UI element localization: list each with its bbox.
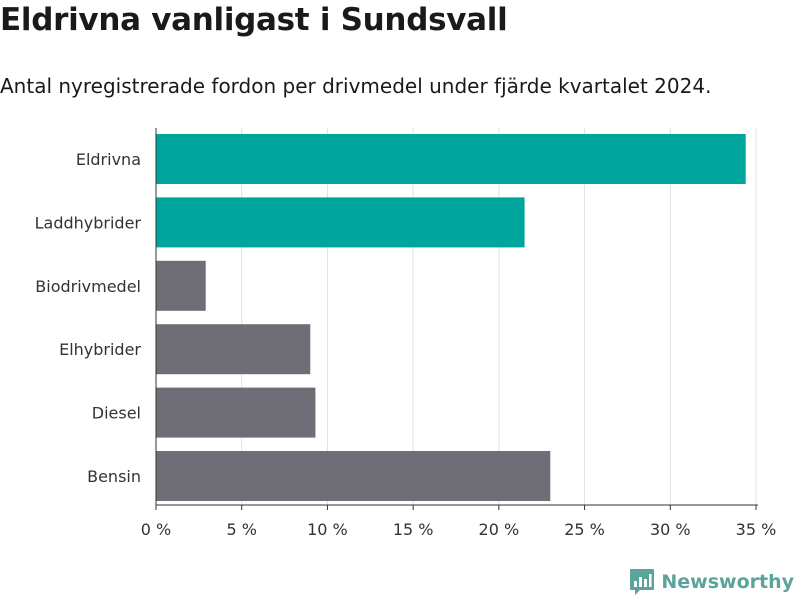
category-label: Elhybrider xyxy=(59,340,141,359)
bar xyxy=(156,197,525,248)
bar xyxy=(156,324,311,375)
newsworthy-logo: Newsworthy xyxy=(629,568,794,596)
x-axis: 0 % 5 % 10 % 15 % 20 % 25 % 30 % 35 % xyxy=(141,128,777,539)
x-tick-label: 10 % xyxy=(307,520,348,539)
category-label: Biodrivmedel xyxy=(35,277,141,296)
grid-lines xyxy=(241,128,757,505)
x-tick-label: 15 % xyxy=(393,520,434,539)
bar xyxy=(156,451,551,501)
newsworthy-logo-text: Newsworthy xyxy=(661,571,794,593)
bar xyxy=(156,387,316,438)
category-label: Eldrivna xyxy=(76,150,141,169)
x-tick-label: 5 % xyxy=(226,520,256,539)
x-tick-label: 20 % xyxy=(479,520,520,539)
chart-subtitle: Antal nyregistrerade fordon per drivmede… xyxy=(0,74,712,98)
bar xyxy=(156,260,206,311)
x-tick-label: 35 % xyxy=(736,520,777,539)
x-tick-label: 25 % xyxy=(564,520,605,539)
bar xyxy=(156,134,746,184)
x-tick-label: 0 % xyxy=(141,520,171,539)
category-label: Laddhybrider xyxy=(35,213,142,232)
x-tick-label: 30 % xyxy=(650,520,691,539)
category-label: Diesel xyxy=(92,404,141,423)
category-label: Bensin xyxy=(87,467,141,486)
category-labels: Eldrivna Laddhybrider Biodrivmedel Elhybrid… xyxy=(35,150,142,486)
chart-title: Eldrivna vanligast i Sundsvall xyxy=(0,2,508,38)
bars xyxy=(156,134,746,501)
newsworthy-logo-icon xyxy=(630,569,655,595)
